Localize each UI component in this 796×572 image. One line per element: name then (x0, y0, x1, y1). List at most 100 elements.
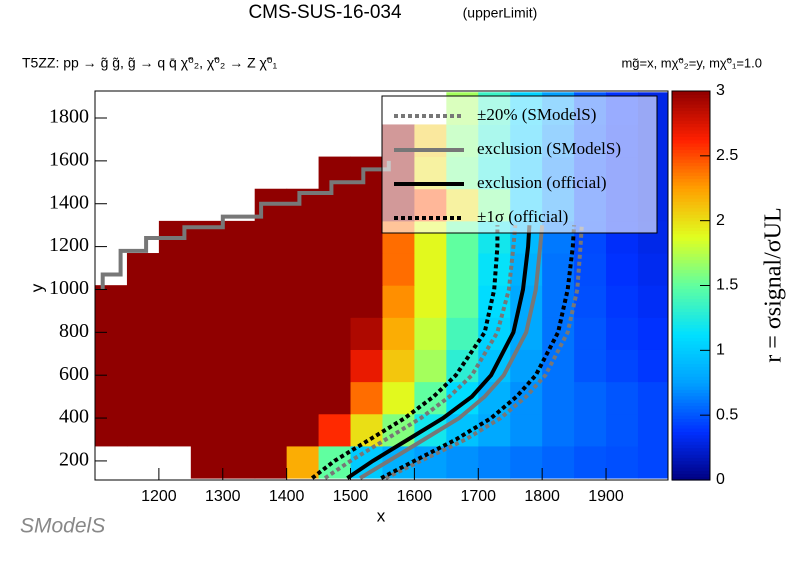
cell (350, 220, 383, 254)
cell (382, 381, 415, 415)
colorbar-step (672, 246, 710, 251)
colorbar-step (672, 450, 710, 455)
colorbar-step (672, 298, 710, 303)
colorbar-step (672, 249, 710, 254)
colorbar-step (672, 470, 710, 475)
cell (382, 253, 415, 286)
colorbar-step (672, 233, 710, 238)
colorbar-step (672, 447, 710, 452)
colorbar-step (672, 353, 710, 358)
colorbar-step (672, 253, 710, 257)
cell (222, 220, 256, 254)
cell (126, 381, 160, 415)
cell (318, 381, 352, 415)
x-axis-label: x (377, 506, 386, 525)
colorbar-step (672, 149, 710, 154)
cell (350, 285, 383, 318)
x-tick-label: 1500 (333, 488, 369, 505)
cell (606, 285, 639, 318)
contours (100, 160, 584, 480)
cell (254, 220, 288, 254)
cell (414, 317, 447, 350)
colorbar-step (672, 337, 710, 342)
cell (158, 317, 192, 350)
cell (126, 349, 160, 383)
colorbar-step (672, 223, 710, 228)
colorbar-label: r = σsignal/σUL (761, 207, 787, 362)
y-tick-label: 200 (59, 449, 89, 471)
cell (158, 349, 192, 383)
colorbar-step (672, 107, 710, 112)
cell (254, 445, 288, 479)
contour-line (310, 225, 577, 480)
cell (542, 381, 575, 415)
colorbar-step (672, 210, 710, 215)
cell (637, 349, 668, 383)
cell (286, 349, 320, 383)
chart-title: CMS-SUS-16-034 (248, 2, 402, 23)
cell (95, 285, 128, 318)
colorbar-step (672, 116, 710, 121)
colorbar-step (672, 220, 710, 225)
colorbar-step (672, 185, 710, 189)
cell (286, 317, 320, 350)
colorbar-step (672, 243, 710, 248)
colorbar-step (672, 256, 710, 261)
colorbar-step (672, 282, 710, 287)
cell (95, 381, 128, 415)
mass-note: mg̃=x, mχ̃⁰₂=y, mχ̃⁰₁=1.0 (621, 55, 762, 70)
colorbar-step (672, 405, 710, 410)
cell (222, 445, 256, 479)
cell (318, 413, 352, 447)
colorbar-step (672, 168, 710, 173)
cell (350, 156, 383, 190)
colorbar-step (672, 175, 710, 180)
cell (510, 413, 543, 447)
cell (414, 285, 447, 318)
colorbar-step (672, 476, 710, 481)
colorbar-tick-label: 0 (716, 471, 725, 488)
cell (222, 317, 256, 350)
colorbar-step (672, 146, 710, 150)
cell (606, 413, 639, 447)
cell (318, 317, 352, 350)
colorbar-step (672, 415, 710, 420)
colorbar-step (672, 366, 710, 371)
colorbar-step (672, 441, 710, 445)
cell (254, 317, 288, 350)
cell (478, 445, 511, 479)
colorbar-step (672, 382, 710, 387)
colorbar-step (672, 152, 710, 157)
colorbar-tick-label: 3 (716, 82, 725, 99)
colorbar-step (672, 431, 710, 436)
colorbar-step (672, 457, 710, 462)
cell (190, 253, 224, 286)
cell (414, 349, 447, 383)
plot-frame (94, 90, 669, 481)
cell (286, 220, 320, 254)
colorbar-step (672, 418, 710, 423)
colorbar-step (672, 100, 710, 105)
colorbar-step (672, 350, 710, 355)
colorbar-step (672, 321, 710, 325)
cell (190, 381, 224, 415)
colorbar-step (672, 126, 710, 131)
colorbar-step (672, 454, 710, 458)
colorbar-step (672, 424, 710, 429)
colorbar-step (672, 129, 710, 134)
colorbar-step (672, 463, 710, 468)
cell (446, 253, 479, 286)
colorbar-step (672, 392, 710, 397)
y-tick-label: 1800 (49, 106, 89, 128)
contour-line (346, 225, 532, 480)
y-tick-label: 1600 (49, 148, 89, 170)
cell (350, 188, 383, 222)
colorbar-step (672, 188, 710, 193)
cell (637, 285, 668, 318)
cell (254, 285, 288, 318)
cell (637, 317, 668, 350)
colorbar-step (672, 411, 710, 416)
colorbar-step (672, 301, 710, 306)
cell (574, 445, 607, 479)
